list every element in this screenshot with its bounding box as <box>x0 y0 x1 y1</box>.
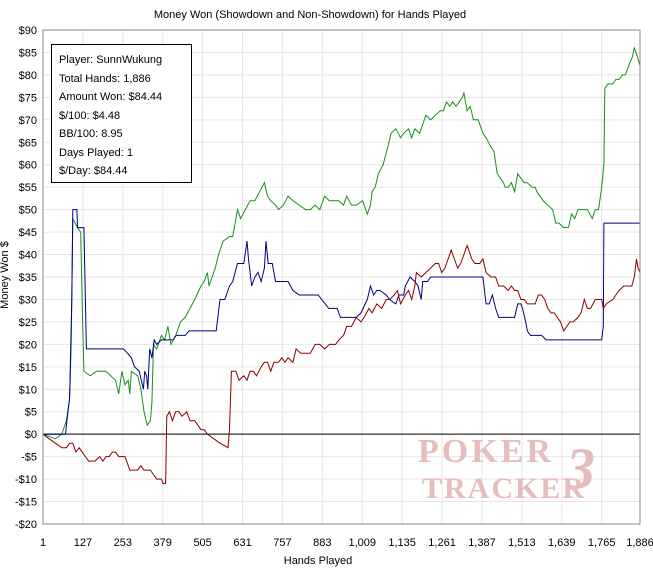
y-tick-label: $65 <box>19 137 37 149</box>
x-tick-label: 883 <box>313 537 331 549</box>
x-tick-label: 379 <box>154 537 172 549</box>
y-tick-label: $85 <box>19 47 37 59</box>
logo-word-tracker: TRACKER <box>422 472 586 505</box>
y-tick-label: -$15 <box>15 497 37 509</box>
y-tick-label: $50 <box>19 205 37 217</box>
y-tick-label: $75 <box>19 92 37 104</box>
x-tick-label: 1,639 <box>548 537 576 549</box>
y-tick-label: $60 <box>19 160 37 172</box>
y-tick-label: $5 <box>25 407 37 419</box>
green-series-line <box>42 46 641 440</box>
y-tick-label: $90 <box>19 25 37 37</box>
stat-bb-100: BB/100: 8.95 <box>59 128 123 140</box>
y-tick-label: $35 <box>19 272 37 284</box>
y-axis-ticks: -$20 -$15 -$10 -$5 $0 $5 $10 $15 $20 $25 $30 $35 $40… <box>15 25 37 531</box>
y-tick-label: $80 <box>19 70 37 82</box>
stat-per-day: $/Day: $84.44 <box>59 165 128 177</box>
y-tick-label: $25 <box>19 317 37 329</box>
poker-tracker-logo: POKER TRACKER 3 <box>418 433 595 505</box>
y-tick-label: $15 <box>19 362 37 374</box>
x-tick-label: 1,513 <box>508 537 536 549</box>
blue-series-line <box>43 209 640 435</box>
x-axis-ticks: 1 127 253 379 505 631 757 883 1,009 1,135 1,261 1,3… <box>40 537 653 549</box>
y-tick-label: -$10 <box>15 474 37 486</box>
y-tick-label: -$5 <box>21 452 37 464</box>
y-tick-label: $30 <box>19 294 37 306</box>
y-tick-label: $10 <box>19 384 37 396</box>
x-tick-label: 1,765 <box>588 537 616 549</box>
plot-frame <box>42 29 641 525</box>
x-tick-label: 505 <box>193 537 211 549</box>
red-series-line <box>42 244 641 485</box>
stat-days-played: Days Played: 1 <box>59 146 133 159</box>
x-tick-label: 127 <box>74 537 92 549</box>
y-tick-label: $40 <box>19 250 37 262</box>
y-tick-label: $70 <box>19 115 37 127</box>
logo-mark-3: 3 <box>565 436 595 501</box>
x-axis-label: Hands Played <box>284 555 353 567</box>
logo-word-poker: POKER <box>418 433 554 470</box>
player-stats-box: Player: SunnWukung Total Hands: 1,886 Am… <box>51 44 192 183</box>
x-tick-label: 1,135 <box>388 537 416 549</box>
y-tick-label: $20 <box>19 339 37 351</box>
y-tick-label: -$20 <box>15 519 37 531</box>
x-tick-label: 757 <box>273 537 291 549</box>
y-tick-label: $45 <box>19 227 37 239</box>
stat-player: Player: SunnWukung <box>59 54 163 66</box>
y-tick-label: $55 <box>19 182 37 194</box>
x-tick-label: 1 <box>40 537 46 549</box>
x-tick-label: 1,009 <box>348 537 376 549</box>
x-tick-label: 631 <box>233 537 251 549</box>
chart-title: Money Won (Showdown and Non-Showdown) fo… <box>154 9 466 21</box>
stat-amount-won: Amount Won: $84.44 <box>59 91 163 103</box>
x-tick-label: 1,387 <box>468 537 496 549</box>
stat-per-100: $/100: $4.48 <box>59 109 121 122</box>
x-tick-label: 1,261 <box>428 537 456 549</box>
x-tick-label: 1,886 <box>626 537 653 549</box>
y-tick-label: $0 <box>25 429 37 441</box>
series-lines <box>42 46 641 485</box>
x-tick-label: 253 <box>114 537 132 549</box>
stat-total-hands: Total Hands: 1,886 <box>59 72 151 85</box>
y-axis-label: Money Won $ <box>0 241 11 309</box>
